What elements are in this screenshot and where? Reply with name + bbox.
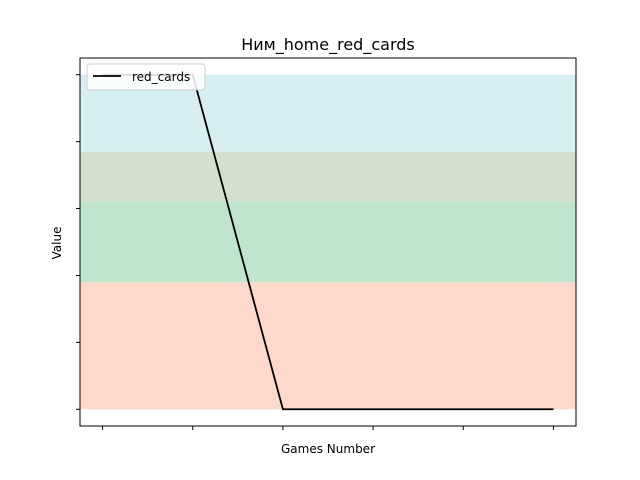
legend-box	[86, 63, 206, 91]
band-0	[80, 282, 576, 410]
y-axis-ticks	[76, 74, 80, 410]
y-axis-label: Value	[50, 227, 64, 260]
chart-title: Ним_home_red_cards	[241, 35, 414, 55]
legend: red_cards	[86, 63, 206, 91]
band-1	[80, 201, 576, 283]
x-axis-ticks	[102, 426, 554, 430]
legend-label-red-cards: red_cards	[132, 70, 190, 84]
band-2	[80, 151, 576, 202]
axes-frame	[79, 57, 577, 427]
x-axis-label: Games Number	[281, 442, 375, 456]
background-bands	[80, 74, 576, 410]
